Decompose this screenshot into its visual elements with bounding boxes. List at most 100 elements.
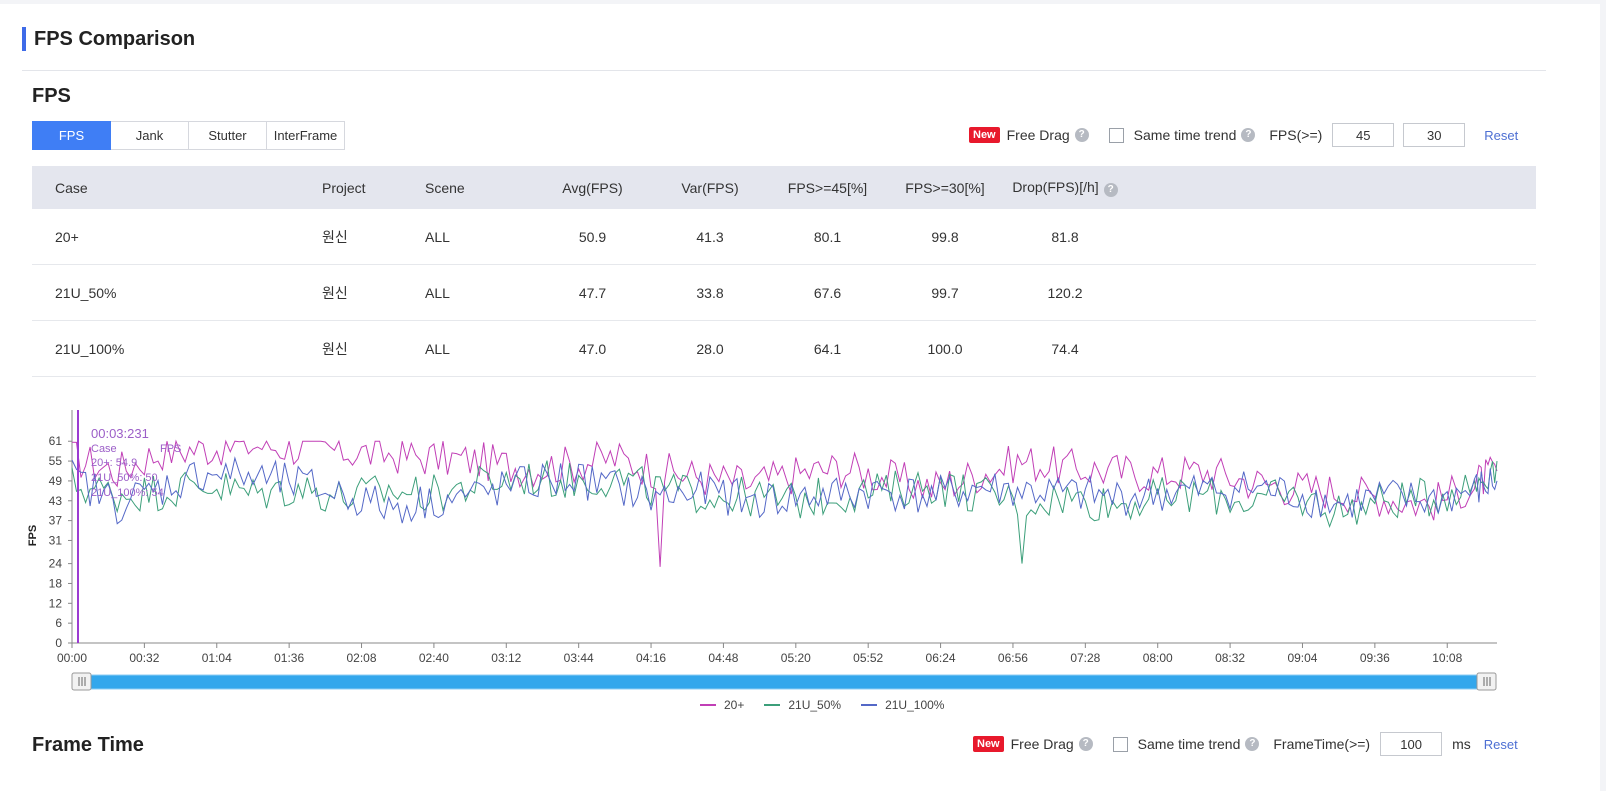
y-tick-label: 18 [49, 576, 63, 590]
cell-spacer [1135, 320, 1536, 377]
col-fps-30[interactable]: FPS>=30[%] [895, 166, 995, 209]
col-scene[interactable]: Scene [425, 166, 525, 209]
tooltip-row: 21U_100%: 54 [91, 487, 164, 499]
cell-project: 원신 [322, 209, 425, 265]
cell-fps-45: 64.1 [760, 320, 895, 377]
x-tick-label: 06:56 [998, 651, 1028, 665]
cell-project: 원신 [322, 264, 425, 321]
frametime-threshold-input[interactable] [1380, 732, 1443, 756]
tooltip-row: 20+: 54.9 [91, 457, 137, 469]
page-title: FPS Comparison [34, 28, 196, 50]
help-icon[interactable]: ? [1245, 737, 1260, 751]
table-row[interactable]: 20+ 원신 ALL 50.9 41.3 80.1 99.8 81.8 [32, 209, 1536, 265]
fps-threshold-input-2[interactable] [1403, 123, 1466, 147]
x-tick-label: 01:36 [274, 651, 304, 665]
legend-swatch [700, 704, 716, 706]
x-tick-label: 03:44 [564, 651, 594, 665]
y-tick-label: 0 [55, 636, 62, 650]
frame-time-section-title: Frame Time [32, 734, 144, 756]
tab-jank[interactable]: Jank [111, 121, 189, 150]
chart-legend: 20+ 21U_50% 21U_100% [700, 698, 964, 712]
col-fps-45[interactable]: FPS>=45[%] [760, 166, 895, 209]
x-tick-label: 08:00 [1143, 651, 1173, 665]
cell-fps-45: 80.1 [760, 209, 895, 265]
legend-swatch [764, 704, 781, 706]
cell-avg-fps: 47.7 [525, 264, 660, 321]
cell-fps-45: 67.6 [760, 264, 895, 321]
x-tick-label: 04:48 [708, 651, 738, 665]
fps-threshold-input-1[interactable] [1332, 123, 1395, 147]
col-project[interactable]: Project [322, 166, 425, 209]
tab-stutter[interactable]: Stutter [189, 121, 267, 150]
cell-project: 원신 [322, 320, 425, 377]
x-tick-label: 00:32 [129, 651, 159, 665]
cell-case: 20+ [32, 209, 322, 265]
drop-fps-label: Drop(FPS)[/h] [1012, 178, 1099, 195]
x-tick-label: 06:24 [926, 651, 956, 665]
tooltip-row: 21U_50%: 50 [91, 472, 158, 484]
cell-case: 21U_50% [32, 264, 322, 321]
y-tick-label: 55 [49, 454, 63, 468]
help-icon[interactable]: ? [1103, 182, 1118, 197]
same-time-trend-checkbox[interactable] [1112, 736, 1128, 752]
same-time-trend-label: Same time trend [1133, 127, 1237, 143]
fps-threshold-label: FPS(>=) [1269, 127, 1323, 143]
col-case[interactable]: Case [32, 166, 322, 209]
legend-label: 21U_100% [885, 698, 945, 712]
col-avg-fps[interactable]: Avg(FPS) [525, 166, 660, 209]
legend-label: 20+ [724, 698, 745, 712]
table-row[interactable]: 21U_50% 원신 ALL 47.7 33.8 67.6 99.7 120.2 [32, 264, 1536, 321]
tab-interframe[interactable]: InterFrame [267, 121, 345, 150]
tab-fps[interactable]: FPS [32, 121, 111, 150]
col-spacer [1135, 166, 1536, 209]
cell-fps-30: 99.8 [895, 209, 995, 265]
series-line[interactable] [71, 456, 1498, 525]
frametime-threshold-label: FrameTime(>=) [1273, 736, 1371, 752]
free-drag-label[interactable]: Free Drag [1010, 736, 1074, 752]
cell-avg-fps: 50.9 [525, 209, 660, 265]
fps-summary-table: Case Project Scene Avg(FPS) Var(FPS) FPS… [32, 166, 1536, 377]
legend-item[interactable]: 21U_50% [764, 698, 841, 712]
frame-time-controls: New Free Drag ? Same time trend ? FrameT… [973, 732, 1518, 756]
tooltip-time: 00:03:231 [91, 426, 149, 441]
cell-var-fps: 41.3 [660, 209, 760, 265]
y-tick-label: 43 [49, 494, 63, 508]
unit-label: ms [1452, 736, 1471, 752]
x-tick-label: 05:20 [781, 651, 811, 665]
free-drag-label[interactable]: Free Drag [1006, 127, 1070, 143]
same-time-trend-checkbox[interactable] [1108, 127, 1124, 143]
cell-drop-fps: 74.4 [995, 320, 1135, 377]
help-icon[interactable]: ? [1241, 128, 1256, 142]
x-tick-label: 10:08 [1432, 651, 1462, 665]
x-tick-label: 07:28 [1070, 651, 1100, 665]
table-row[interactable]: 21U_100% 원신 ALL 47.0 28.0 64.1 100.0 74.4 [32, 320, 1536, 377]
y-axis-title: FPS [27, 525, 39, 546]
fps-controls: New Free Drag ? Same time trend ? FPS(>=… [969, 123, 1518, 147]
col-var-fps[interactable]: Var(FPS) [660, 166, 760, 209]
col-drop-fps[interactable]: Drop(FPS)[/h]? [995, 166, 1135, 209]
same-time-trend-label: Same time trend [1137, 736, 1241, 752]
y-tick-label: 37 [49, 514, 63, 528]
table-header-row: Case Project Scene Avg(FPS) Var(FPS) FPS… [32, 166, 1536, 209]
series-line[interactable] [71, 439, 1498, 567]
range-slider-track[interactable] [75, 674, 1497, 690]
cell-var-fps: 28.0 [660, 320, 760, 377]
help-icon[interactable]: ? [1078, 737, 1093, 751]
x-tick-label: 02:08 [347, 651, 377, 665]
reset-link[interactable]: Reset [1484, 127, 1519, 143]
y-tick-label: 12 [49, 596, 63, 610]
x-tick-label: 04:16 [636, 651, 666, 665]
cell-fps-30: 100.0 [895, 320, 995, 377]
divider [22, 70, 1546, 71]
fps-line-chart[interactable]: 0 6 12 18 24 31 37 43 49 55 61 FPS 00:00 00:32 01:04 01… [0, 404, 1600, 694]
tooltip-header-case: Case [91, 443, 117, 455]
y-tick-label: 31 [49, 533, 63, 547]
x-tick-label: 02:40 [419, 651, 449, 665]
legend-label: 21U_50% [788, 698, 842, 712]
help-icon[interactable]: ? [1074, 128, 1089, 142]
title-accent-bar [22, 27, 26, 51]
legend-item[interactable]: 21U_100% [861, 698, 944, 712]
series-line[interactable] [71, 460, 1498, 564]
legend-item[interactable]: 20+ [700, 698, 744, 712]
reset-link[interactable]: Reset [1483, 736, 1518, 752]
